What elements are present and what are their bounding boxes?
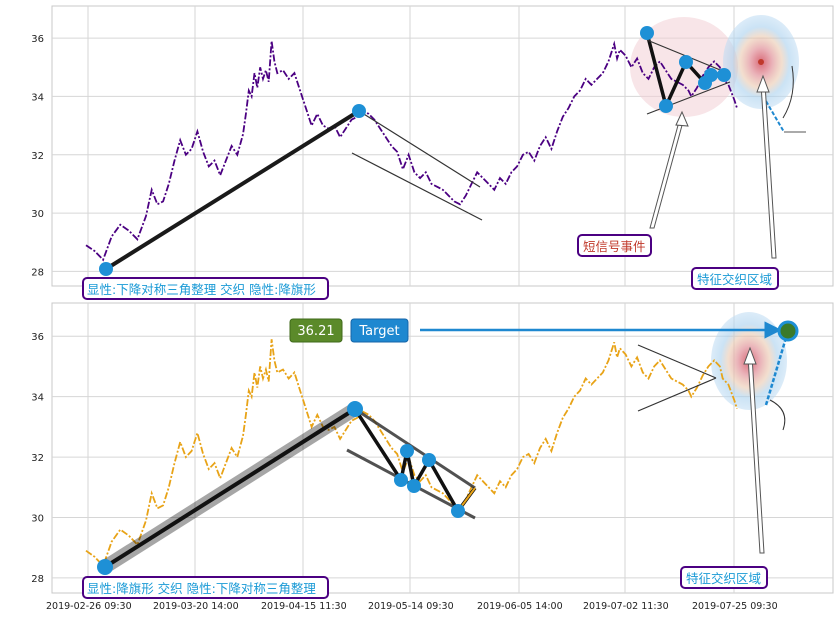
top-marker-tri-5 <box>704 68 718 82</box>
top-y-ticks: 28 30 32 34 36 <box>31 34 44 278</box>
bottom-curve-arrow <box>769 399 786 431</box>
top-marker-tri-2 <box>659 99 673 113</box>
bottom-flag-upper <box>637 344 717 379</box>
price-badge: 36.21 <box>297 324 334 339</box>
top-zone-label: 特征交织区域 <box>697 272 772 287</box>
bottom-zone-callout-arrowhead <box>743 346 757 365</box>
zone-callout-arrowhead <box>756 74 770 93</box>
x-tick-label: 2019-07-25 09:30 <box>692 601 778 612</box>
top-pattern-label: 显性:下降对称三角整理 交织 隐性:降旗形 <box>87 282 316 297</box>
bottom-marker-tri-2 <box>394 473 408 487</box>
bottom-triangle-upper <box>354 407 476 490</box>
target-badge-box <box>350 318 409 343</box>
x-tick-label: 2019-03-20 14:00 <box>153 601 239 612</box>
top-pattern-label-box <box>82 277 329 300</box>
top-marker-tri-3 <box>679 55 693 69</box>
y-tick-label: 28 <box>31 267 44 278</box>
bottom-zone-label-box <box>680 566 768 589</box>
short-signal-label: 短信号事件 <box>583 239 646 254</box>
bottom-marker-tri-5 <box>451 504 465 518</box>
y-tick-label: 32 <box>31 453 44 464</box>
bottom-marker-peak <box>347 401 363 417</box>
bottom-zone-label: 特征交织区域 <box>686 571 761 586</box>
top-marker-peak <box>352 104 366 118</box>
bottom-marker-tri-4 <box>422 453 436 467</box>
top-marker-tri-1 <box>640 26 654 40</box>
top-price-line <box>85 40 738 262</box>
top-callout-arrows <box>649 74 777 259</box>
short-signal-label-box <box>577 234 652 257</box>
top-pole-line <box>104 109 361 271</box>
y-tick-label: 30 <box>31 513 44 524</box>
top-flag-lower <box>351 152 483 221</box>
y-tick-label: 32 <box>31 151 44 162</box>
top-marker-start <box>99 262 113 276</box>
top-marker-tri-6 <box>717 68 731 82</box>
bottom-pattern-label: 显性:降旗形 交织 隐性:下降对称三角整理 <box>87 581 316 596</box>
bottom-pattern-label-box <box>82 576 329 599</box>
top-flag-upper <box>358 110 481 188</box>
bottom-markers <box>97 320 799 575</box>
bottom-callout-arrows <box>743 346 765 554</box>
target-badge: Target <box>358 324 399 339</box>
bottom-marker-tri-3 <box>407 479 421 493</box>
top-labels: 显性:下降对称三角整理 交织 隐性:降旗形 短信号事件 特征交织区域 <box>82 234 779 300</box>
y-tick-label: 36 <box>31 34 44 45</box>
bottom-panel: 28 30 32 34 36 <box>31 302 834 599</box>
bottom-pole-line <box>103 407 357 569</box>
target-marker <box>777 320 799 342</box>
x-tick-label: 2019-02-26 09:30 <box>46 601 132 612</box>
y-tick-label: 34 <box>31 92 44 103</box>
x-axis-ticks: 2019-02-26 09:30 2019-03-20 14:00 2019-04-… <box>46 601 778 612</box>
x-tick-label: 2019-04-15 11:30 <box>261 601 347 612</box>
bottom-marker-start <box>97 559 113 575</box>
bottom-labels: 36.21 Target 显性:降旗形 交织 隐性:下降对称三角整理 特征交织区… <box>82 318 768 599</box>
price-badge-box <box>289 318 343 343</box>
bottom-marker-tri-1 <box>400 444 414 458</box>
y-tick-label: 36 <box>31 332 44 343</box>
y-tick-label: 28 <box>31 574 44 585</box>
y-tick-label: 30 <box>31 209 44 220</box>
signal-callout-arrowhead <box>675 110 689 127</box>
top-curve-arrow <box>782 65 794 119</box>
x-tick-label: 2019-05-14 09:30 <box>368 601 454 612</box>
x-tick-label: 2019-07-02 11:30 <box>583 601 669 612</box>
top-panel: 28 30 32 34 36 <box>31 5 834 300</box>
top-markers <box>99 26 731 276</box>
x-tick-label: 2019-06-05 14:00 <box>477 601 563 612</box>
y-tick-label: 34 <box>31 393 44 404</box>
bottom-target-path <box>764 330 790 406</box>
top-feature-zone-center <box>758 59 764 65</box>
top-zone-label-box <box>691 267 779 290</box>
bottom-y-ticks: 28 30 32 34 36 <box>31 332 44 585</box>
bottom-flag-lower <box>637 377 717 412</box>
